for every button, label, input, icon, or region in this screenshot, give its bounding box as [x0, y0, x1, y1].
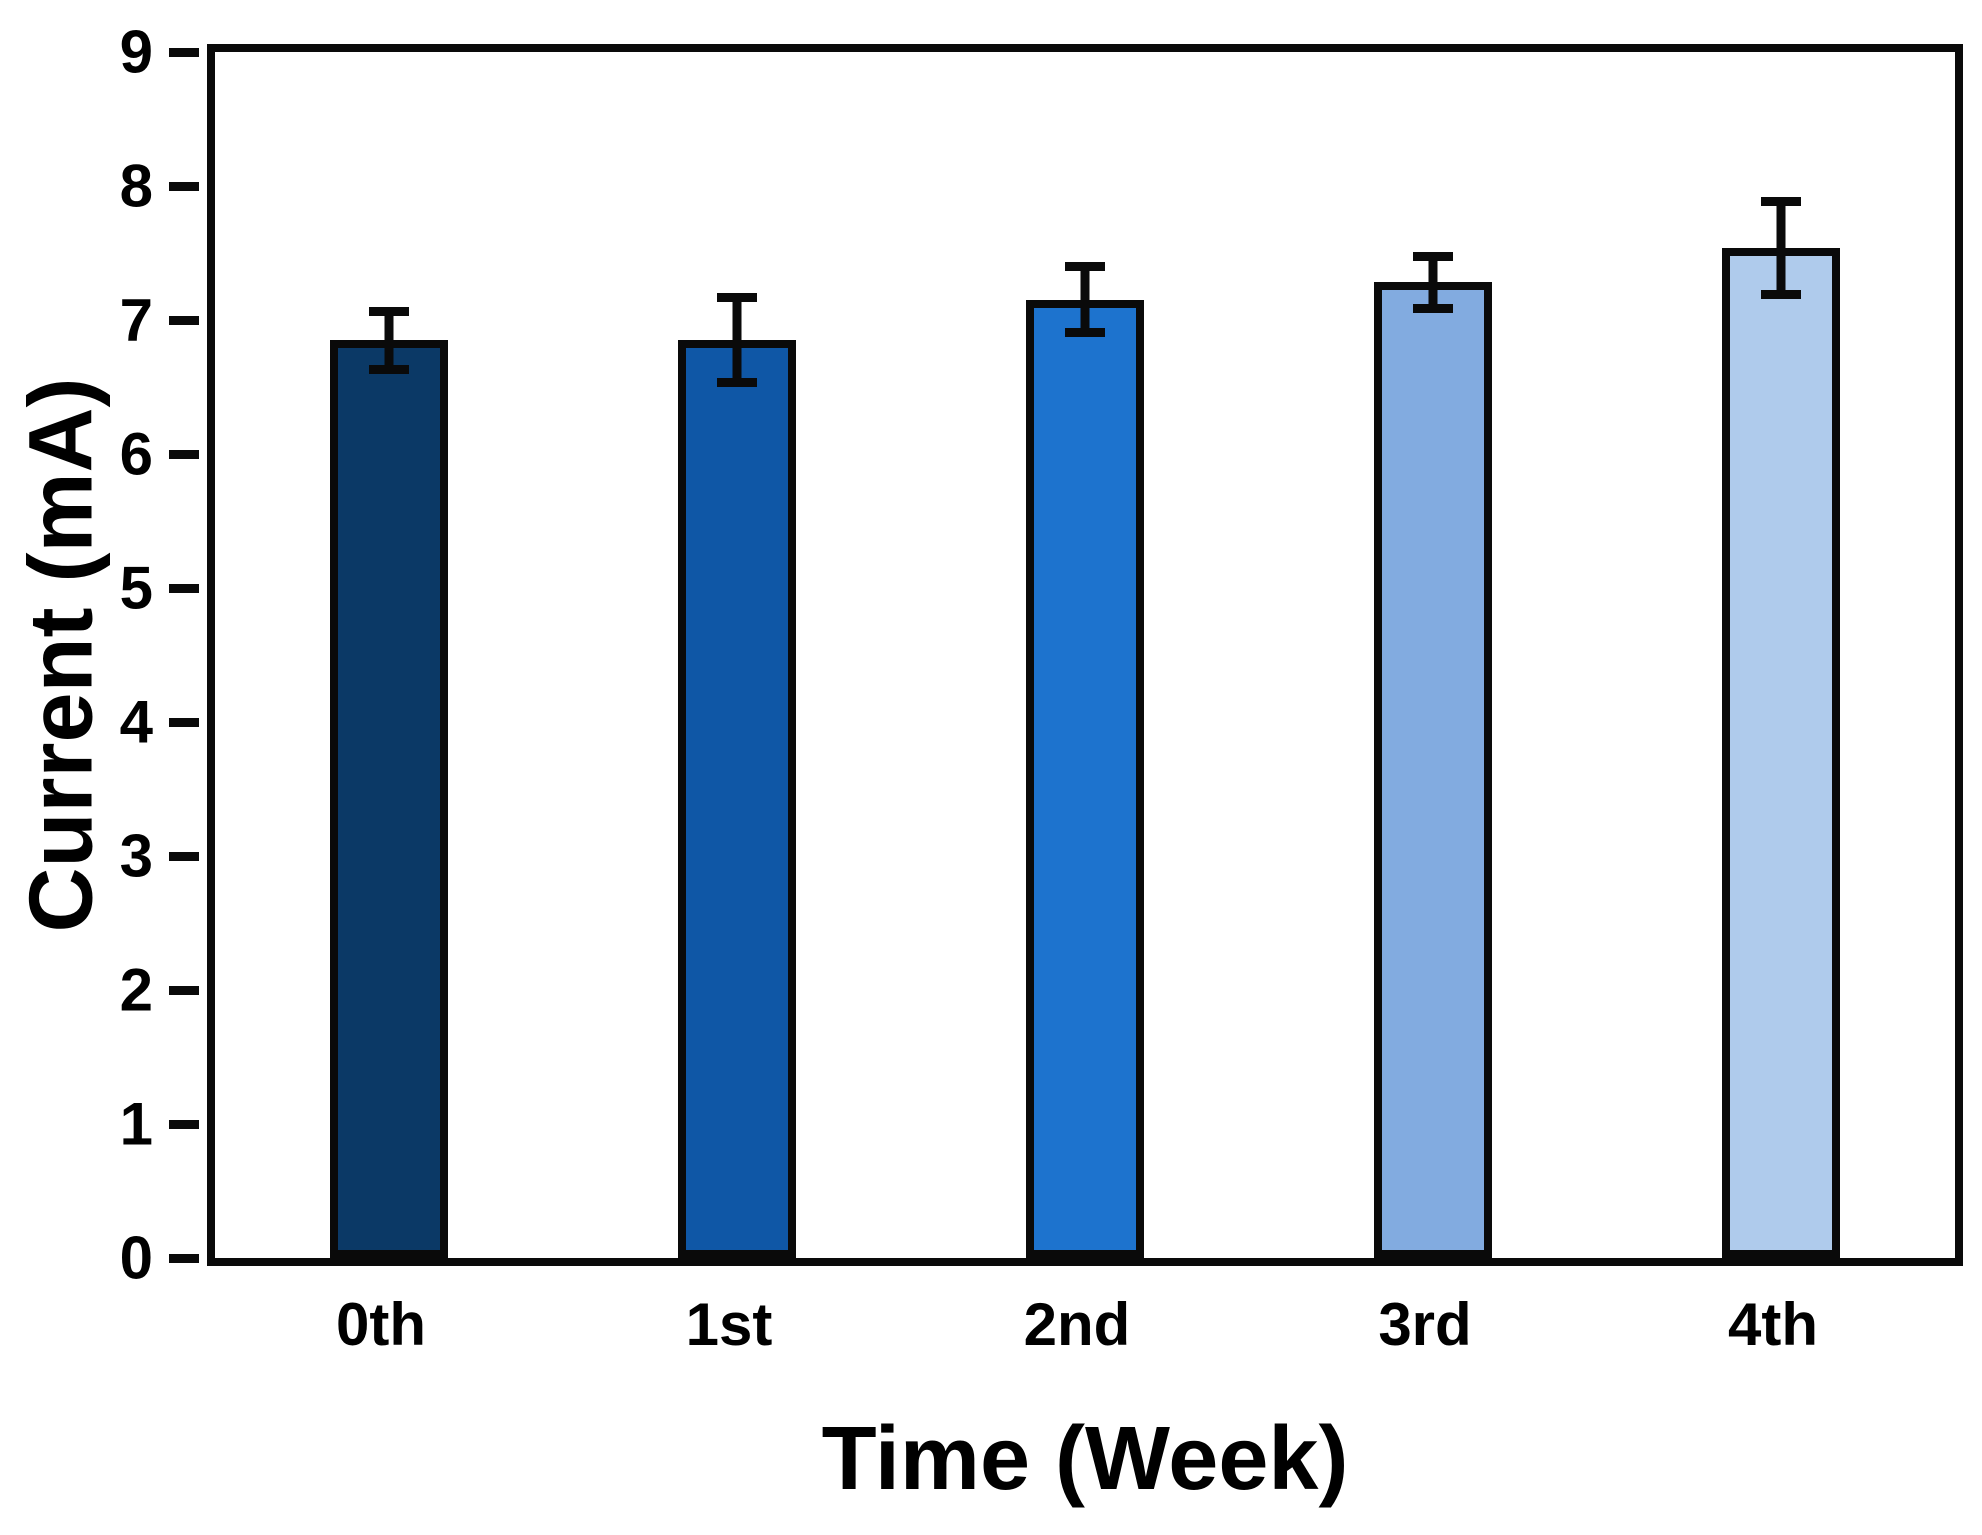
plot-area: 0 1 2 3 4 5 6 7 8 9: [120, 19, 1963, 1292]
y-tick-label-3: 3: [119, 822, 153, 890]
error-whisker: [732, 293, 742, 387]
error-bar-3rd: [1413, 251, 1453, 314]
y-tick-mark-4: [169, 717, 199, 727]
error-whisker: [384, 306, 394, 374]
y-tick-label-2: 2: [119, 956, 153, 1024]
y-tick-mark-9: [169, 47, 199, 57]
y-tick-label-5: 5: [119, 554, 153, 622]
error-cap-bottom: [369, 364, 409, 374]
y-tick-mark-8: [169, 181, 199, 191]
error-bar-1st: [717, 293, 757, 387]
x-tick-label-3rd: 3rd: [1378, 1291, 1472, 1358]
bar-1st: [678, 340, 796, 1258]
x-axis-title: Time (Week): [821, 1409, 1349, 1509]
x-tick-label-4th: 4th: [1728, 1291, 1818, 1358]
y-tick-mark-5: [169, 583, 199, 593]
bar-0th: [330, 340, 448, 1258]
error-cap-bottom: [717, 377, 757, 387]
error-cap-bottom: [1413, 304, 1453, 314]
y-tick-label-0: 0: [119, 1224, 153, 1292]
y-tick-label-8: 8: [119, 152, 153, 220]
y-tick-mark-3: [169, 851, 199, 861]
error-cap-top: [1065, 262, 1105, 272]
error-cap-top: [1413, 251, 1453, 261]
error-cap-bottom: [1065, 328, 1105, 338]
y-tick-mark-0: [169, 1253, 199, 1263]
error-cap-top: [717, 293, 757, 303]
bar-2nd: [1026, 299, 1144, 1258]
error-cap-bottom: [1761, 289, 1801, 299]
x-tick-label-1st: 1st: [685, 1291, 773, 1358]
error-bar-4th: [1761, 196, 1801, 299]
error-bar-2nd: [1065, 262, 1105, 338]
y-tick-mark-6: [169, 449, 199, 459]
bar-4th: [1722, 247, 1840, 1258]
y-tick-label-1: 1: [119, 1090, 153, 1158]
y-tick-label-7: 7: [119, 286, 153, 354]
y-tick-mark-1: [169, 1119, 199, 1129]
x-axis-category-labels: 0th 1st 2nd 3rd 4th: [207, 1290, 1963, 1380]
error-bar-0th: [369, 306, 409, 374]
error-whisker: [1080, 262, 1090, 338]
error-whisker: [1428, 251, 1438, 314]
bar-3rd: [1374, 282, 1492, 1258]
error-whisker: [1776, 196, 1786, 299]
y-tick-label-4: 4: [119, 688, 153, 756]
y-tick-mark-2: [169, 985, 199, 995]
error-cap-top: [369, 306, 409, 316]
y-tick-mark-7: [169, 315, 199, 325]
y-tick-label-9: 9: [119, 18, 153, 86]
error-cap-top: [1761, 196, 1801, 206]
x-tick-label-2nd: 2nd: [1023, 1291, 1131, 1358]
y-tick-label-6: 6: [119, 420, 153, 488]
x-tick-label-0th: 0th: [336, 1291, 426, 1358]
